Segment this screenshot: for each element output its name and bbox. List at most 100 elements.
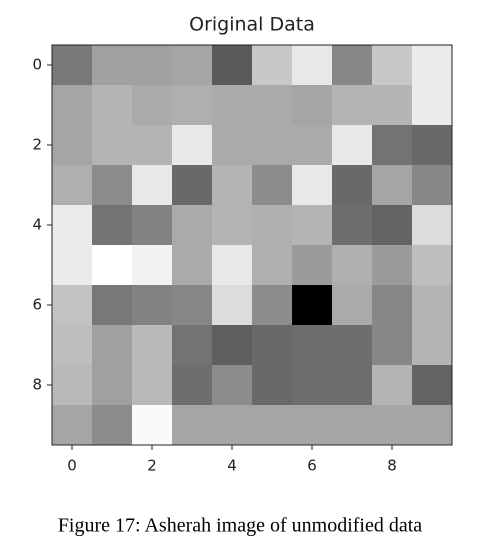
cell [212,165,253,206]
caption: Figure 17: Asherah image of unmodified d… [58,515,422,537]
cell [292,125,333,166]
cell [252,325,293,366]
y-tick-label: 2 [32,136,42,154]
cell [372,85,413,126]
x-tick-label: 6 [307,457,317,475]
cell [92,45,133,86]
cell [92,405,133,446]
cell [412,165,453,206]
cell [212,245,253,286]
cell [412,405,453,446]
cell [52,85,93,126]
cell [52,405,93,446]
cell [412,125,453,166]
cell [252,365,293,406]
cell [372,125,413,166]
cell [212,205,253,246]
cell [332,285,373,326]
x-tick-label: 8 [387,457,397,475]
cell [52,125,93,166]
cell [212,45,253,86]
cell [52,365,93,406]
cell [92,245,133,286]
cell [332,325,373,366]
cell [172,325,213,366]
cell [292,45,333,86]
cell [412,245,453,286]
cell [252,285,293,326]
cell [332,125,373,166]
cell [412,85,453,126]
y-tick-label: 8 [32,376,42,394]
cell [172,405,213,446]
cell [332,245,373,286]
cell [172,85,213,126]
cell [332,85,373,126]
cell [292,285,333,326]
cell [252,205,293,246]
cell [92,285,133,326]
cell [332,165,373,206]
cell [132,365,173,406]
cell [252,45,293,86]
cell [52,205,93,246]
cell [172,45,213,86]
cell [172,165,213,206]
cell [372,405,413,446]
cell [52,245,93,286]
cell [132,165,173,206]
cell [292,365,333,406]
cell [212,125,253,166]
cell [252,245,293,286]
cell [132,125,173,166]
cell [252,165,293,206]
cell [172,205,213,246]
cell [212,365,253,406]
cell [252,125,293,166]
cell [132,45,173,86]
cell [332,45,373,86]
cell [372,205,413,246]
cell [332,205,373,246]
cell [372,285,413,326]
cell [332,365,373,406]
cell [292,325,333,366]
axes-frame [51,44,453,446]
cell [412,205,453,246]
cell [292,245,333,286]
cell [372,365,413,406]
cell [372,245,413,286]
cell [212,325,253,366]
cell [292,85,333,126]
cell [292,205,333,246]
x-tick-label: 2 [147,457,157,475]
cell [412,365,453,406]
cell [172,125,213,166]
cell [252,405,293,446]
cell [132,245,173,286]
cell [92,125,133,166]
cell [52,325,93,366]
cell [132,205,173,246]
cell [372,325,413,366]
cell [412,325,453,366]
cell [212,285,253,326]
cell [132,405,173,446]
cell [52,285,93,326]
cell [52,45,93,86]
cell [132,85,173,126]
cell [92,325,133,366]
cell [52,165,93,206]
cell [372,165,413,206]
y-tick-label: 4 [32,216,42,234]
x-tick-label: 4 [227,457,237,475]
cell [412,45,453,86]
cell [292,405,333,446]
cell [212,405,253,446]
cell [372,45,413,86]
cell [252,85,293,126]
cell [132,325,173,366]
chart-title: Original Data [189,14,315,36]
x-tick-label: 0 [67,457,77,475]
cell [172,365,213,406]
